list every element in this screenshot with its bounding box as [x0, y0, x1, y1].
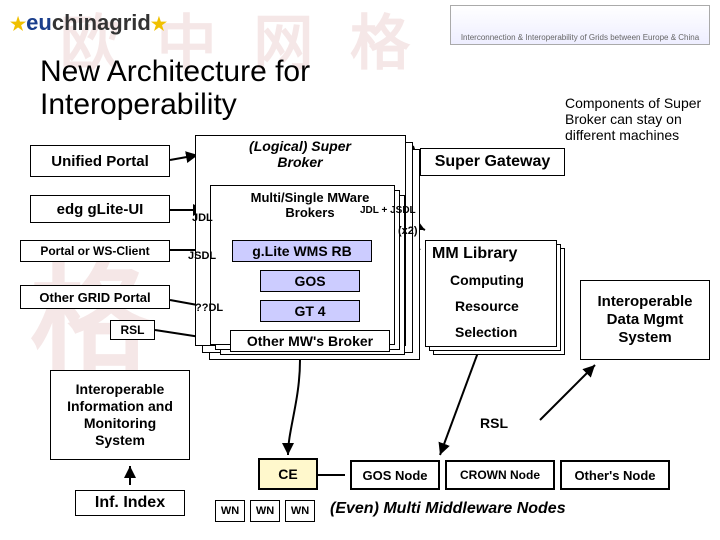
logical-super-broker-label: (Logical) Super Broker [205, 138, 395, 170]
wn-box-3: WN [285, 500, 315, 522]
others-node-box: Other's Node [560, 460, 670, 490]
title-line1: New Architecture for [40, 55, 310, 88]
gos-node-box: GOS Node [350, 460, 440, 490]
logo-main: chinagrid [52, 10, 151, 35]
edg-glite-ui-box: edg gLite-UI [30, 195, 170, 223]
page-title: New Architecture for Interoperability [40, 55, 310, 121]
star-icon: ★ [10, 14, 26, 34]
idm-l2: Data Mgmt [607, 311, 684, 329]
side-note: Components of Super Broker can stay on d… [565, 95, 710, 143]
header: ★euchinagrid★ Interconnection & Interope… [0, 0, 720, 50]
super-gateway-box: Super Gateway [420, 148, 565, 176]
logo-prefix: eu [26, 10, 52, 35]
jdl-jsdl-label: JDL + JSDL [360, 205, 416, 216]
iims-box: Interoperable Information and Monitoring… [50, 370, 190, 460]
crown-node-box: CROWN Node [445, 460, 555, 490]
wn-box-2: WN [250, 500, 280, 522]
unified-portal-box: Unified Portal [30, 145, 170, 177]
title-line2: Interoperability [40, 88, 237, 121]
multi-l2: Brokers [285, 205, 334, 220]
jsdl-label: JSDL [188, 250, 216, 262]
jdl-label: JDL [192, 212, 213, 224]
iims-l3: Monitoring [84, 415, 156, 432]
gos-box: GOS [260, 270, 360, 292]
wn-box-1: WN [215, 500, 245, 522]
rsl-left-box: RSL [110, 320, 155, 340]
computing-label: Computing [450, 272, 524, 288]
resource-label: Resource [455, 298, 519, 314]
multi-l1: Multi/Single MWare [251, 190, 370, 205]
idm-system-box: Interoperable Data Mgmt System [580, 280, 710, 360]
idm-l3: System [618, 329, 671, 347]
mm-library-label: MM Library [432, 245, 517, 263]
gt4-box: GT 4 [260, 300, 360, 322]
selection-label: Selection [455, 324, 517, 340]
logo-left: ★euchinagrid★ [10, 10, 167, 36]
portal-ws-client-box: Portal or WS-Client [20, 240, 170, 262]
iims-l4: System [95, 432, 145, 449]
other-mw-broker-box: Other MW's Broker [230, 330, 390, 352]
rsl-right-label: RSL [480, 415, 508, 431]
other-grid-portal-box: Other GRID Portal [20, 285, 170, 309]
glite-wms-rb-box: g.Lite WMS RB [232, 240, 372, 262]
ce-box: CE [258, 458, 318, 490]
x2-label: (x2) [398, 225, 418, 237]
logical-sb-l2: Broker [277, 154, 322, 170]
star-icon: ★ [151, 14, 167, 34]
inf-index-box: Inf. Index [75, 490, 185, 516]
logo-right-banner: Interconnection & Interoperability of Gr… [450, 5, 710, 45]
qqdl-label: ??DL [195, 302, 223, 314]
iims-l2: Information and [67, 398, 173, 415]
iims-l1: Interoperable [76, 381, 165, 398]
idm-l1: Interoperable [597, 293, 692, 311]
multi-middleware-nodes-label: (Even) Multi Middleware Nodes [330, 500, 566, 518]
logical-sb-l1: (Logical) Super [249, 138, 351, 154]
